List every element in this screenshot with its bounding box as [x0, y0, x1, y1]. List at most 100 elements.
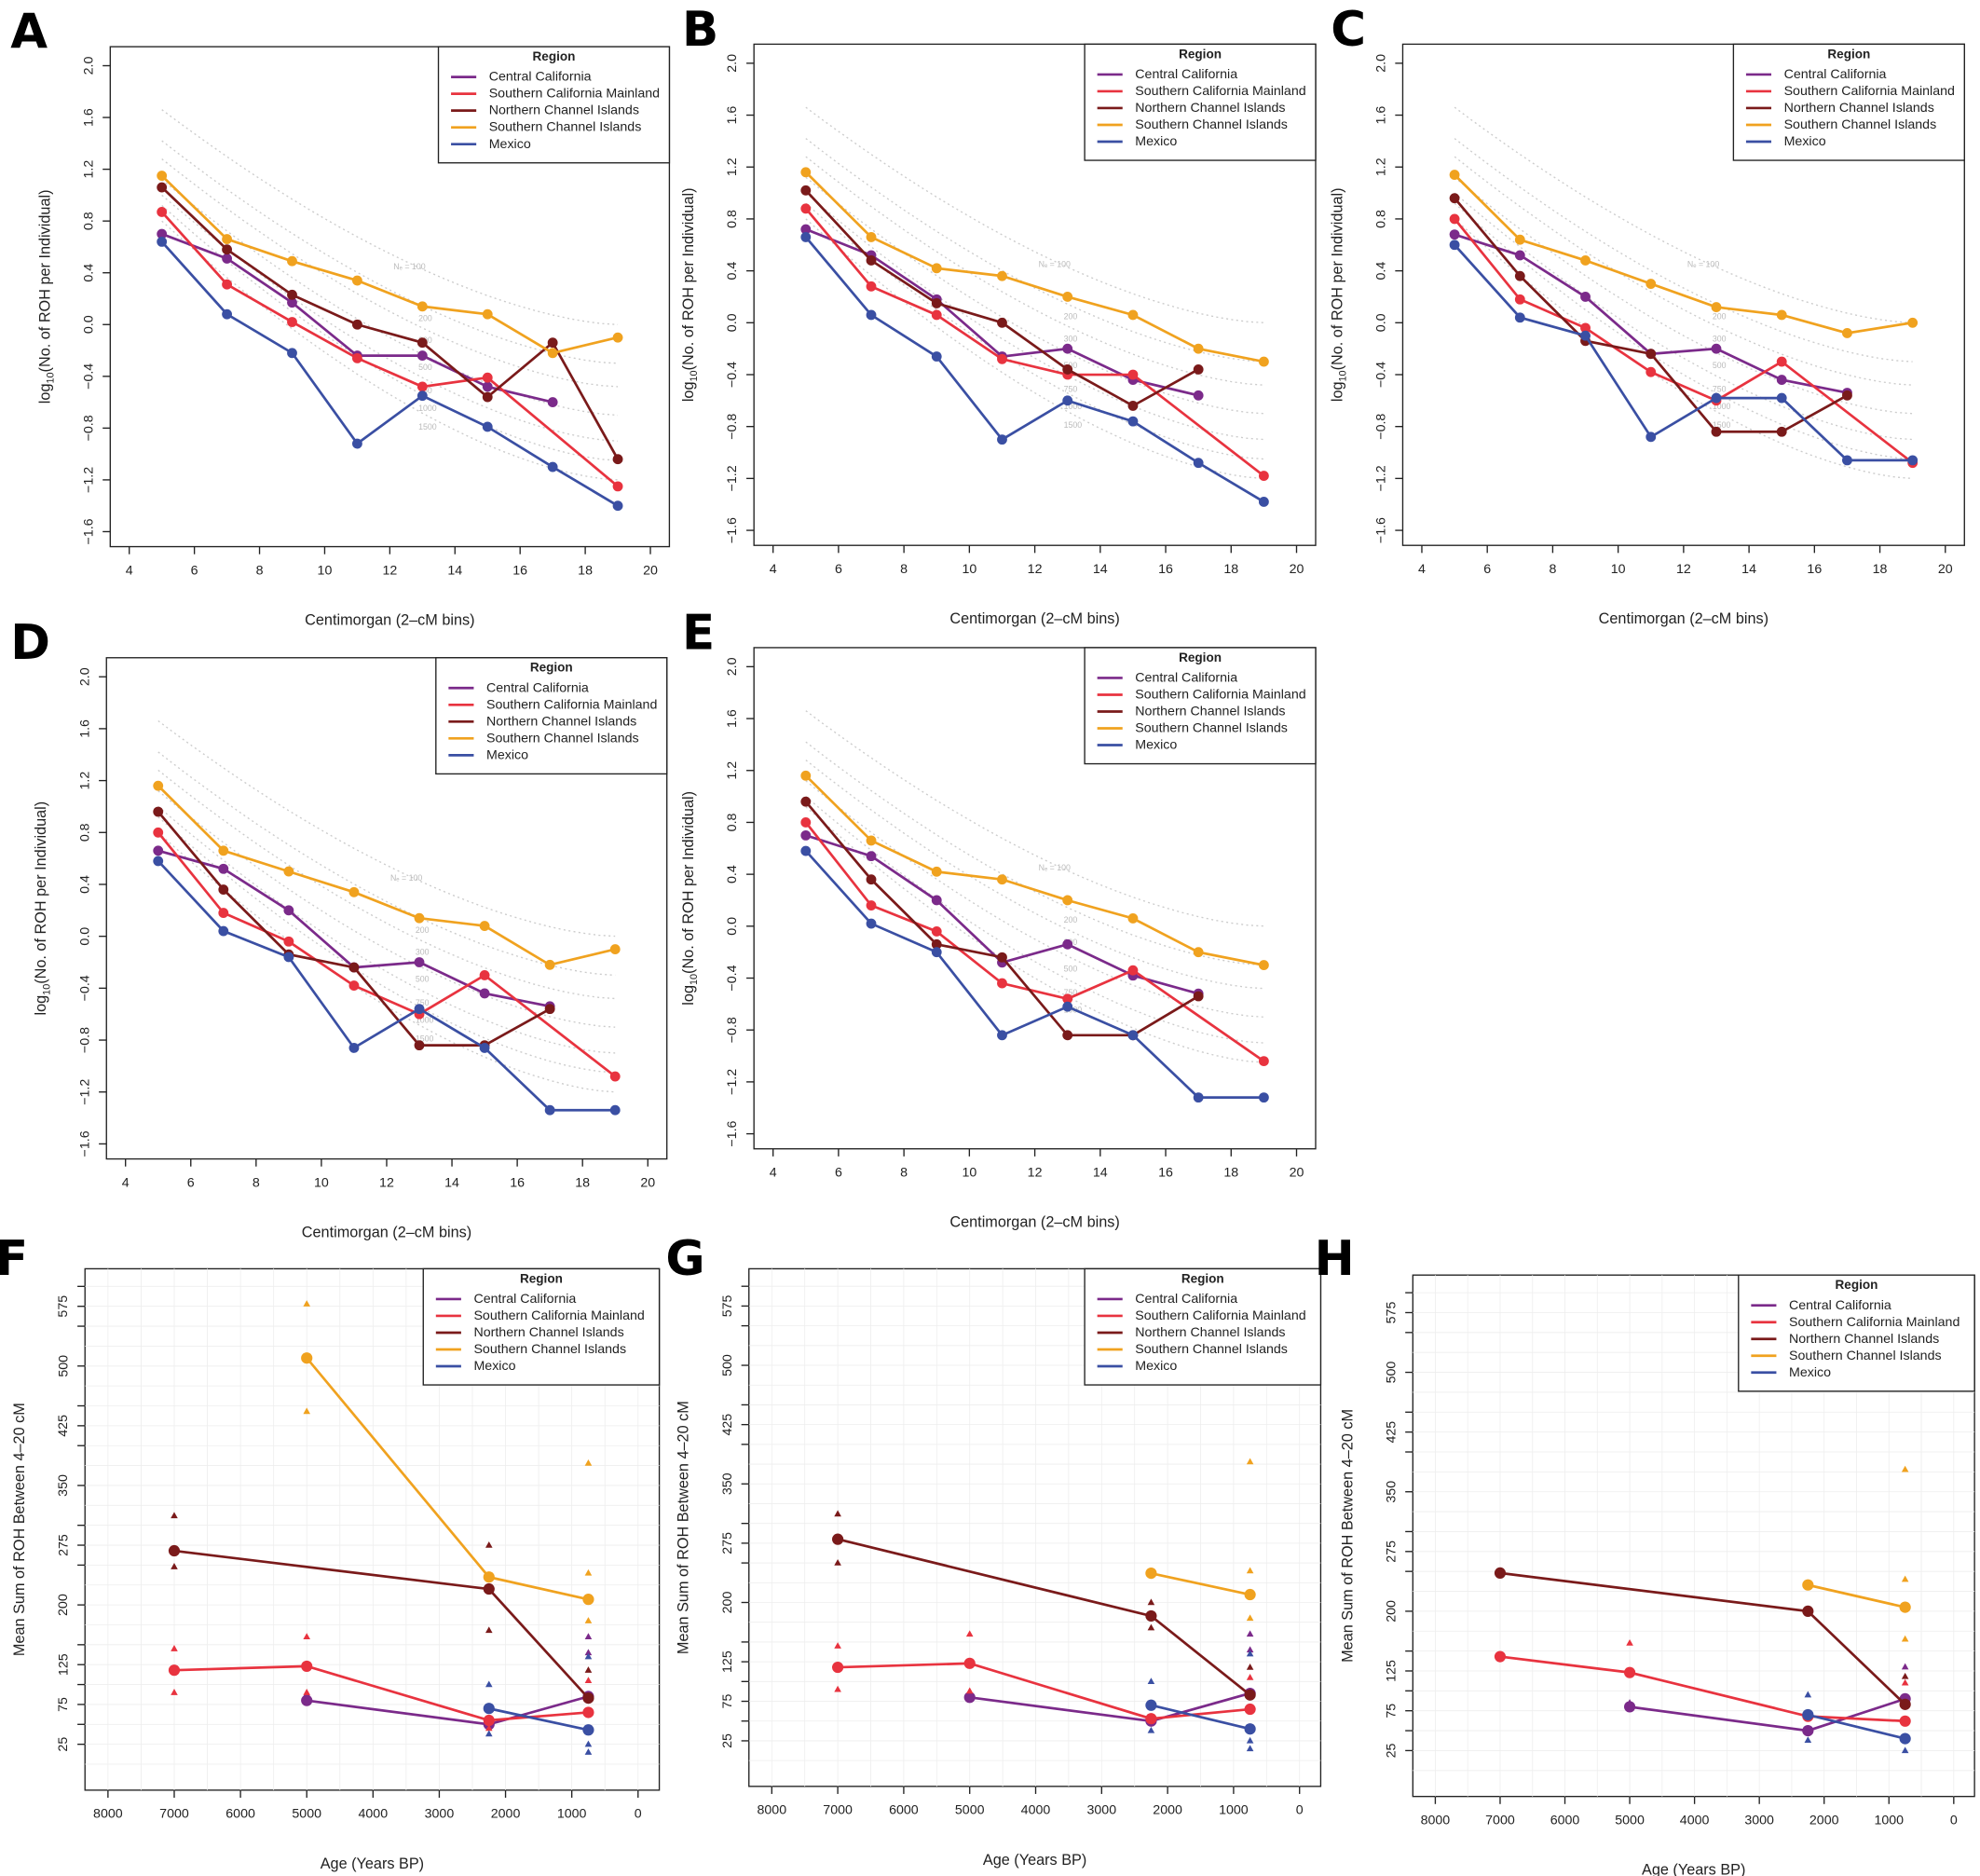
y-tick-label: 0.0	[725, 313, 740, 332]
data-point	[1514, 234, 1525, 245]
individual-marker	[1147, 1623, 1155, 1631]
x-tick-label: 10	[962, 1166, 976, 1181]
data-point	[963, 1691, 976, 1704]
data-point	[997, 353, 1007, 364]
data-point	[416, 390, 428, 402]
individual-marker	[1804, 1691, 1812, 1698]
legend-title: Region	[520, 1271, 563, 1285]
data-point	[1580, 292, 1591, 302]
ne-curve-label: 500	[1713, 361, 1727, 370]
ne-curve	[157, 719, 616, 938]
data-point	[1645, 349, 1657, 360]
series-line	[157, 859, 616, 1112]
x-tick-label: 4	[770, 1166, 777, 1181]
legend-title: Region	[1179, 47, 1222, 61]
y-tick-label: −0.4	[81, 363, 96, 390]
data-point	[1193, 343, 1204, 354]
individual-marker	[171, 1689, 178, 1695]
individual-marker	[1901, 1678, 1909, 1686]
data-point	[483, 1714, 495, 1727]
ne-curve	[805, 138, 1264, 363]
x-tick-label: 10	[314, 1175, 329, 1190]
x-tick-label: 7000	[159, 1807, 189, 1822]
individual-marker	[965, 1630, 974, 1637]
x-axis-label: Centimorgan (2–cM bins)	[949, 610, 1119, 627]
legend-item: Southern California Mainland	[473, 1308, 644, 1323]
y-tick-label: 200	[56, 1594, 71, 1616]
y-axis-label-part: log	[36, 384, 53, 404]
individual-marker	[834, 1510, 841, 1517]
y-tick-label: −0.8	[725, 1017, 740, 1043]
data-point	[1514, 250, 1525, 261]
y-tick-label: 0.8	[725, 813, 740, 831]
data-point	[1776, 356, 1787, 367]
legend-item: Southern California Mainland	[489, 87, 660, 102]
data-point	[348, 886, 360, 897]
individual-marker	[834, 1642, 841, 1649]
ne-curve-label: 1000	[418, 404, 437, 413]
data-point	[218, 925, 229, 937]
individual-marker	[1804, 1736, 1812, 1744]
series-northern-channel-islands	[1449, 193, 1852, 437]
x-tick-label: 1000	[1219, 1803, 1249, 1818]
ne-curve	[157, 769, 616, 1000]
series-southern-channel-islands	[1802, 1465, 1911, 1642]
series-northern-channel-islands	[1494, 1567, 1911, 1710]
data-point	[1580, 322, 1591, 334]
data-point	[544, 1004, 555, 1015]
data-point	[348, 980, 360, 991]
data-point	[414, 912, 425, 924]
individual-marker	[1246, 1650, 1254, 1657]
series-mexico	[483, 1652, 594, 1755]
x-tick-label: 6	[835, 562, 842, 577]
data-point	[1711, 426, 1722, 437]
y-tick-label: 0.4	[725, 262, 740, 281]
series-southern-california-mainland	[800, 203, 1269, 482]
data-point	[1193, 390, 1204, 401]
data-point	[1193, 1092, 1204, 1103]
ne-curve-label: Nₑ = 100	[1039, 260, 1071, 269]
individual-marker	[1901, 1672, 1909, 1679]
series-central-california	[157, 228, 558, 408]
ne-curve	[161, 140, 619, 364]
data-point	[1062, 938, 1073, 950]
x-tick-label: 12	[379, 1175, 394, 1190]
series-line	[160, 174, 619, 355]
data-point	[1580, 330, 1591, 341]
y-tick-label: 1.2	[725, 157, 740, 176]
data-point	[1711, 302, 1722, 313]
data-point	[866, 874, 877, 885]
y-tick-label: 0.0	[81, 315, 96, 334]
y-tick-label: −0.4	[77, 975, 92, 1001]
data-point	[1449, 170, 1460, 181]
ne-curve	[1454, 202, 1913, 460]
series-line	[804, 850, 1264, 1099]
ne-curve	[1454, 138, 1913, 363]
x-tick-label: 10	[318, 563, 333, 578]
data-point	[997, 434, 1007, 445]
individual-marker	[1901, 1465, 1909, 1472]
y-tick-label: 350	[56, 1474, 71, 1497]
y-tick-label: −1.2	[725, 1069, 740, 1095]
data-point	[153, 780, 164, 791]
individual-marker	[1147, 1598, 1155, 1606]
y-tick-label: 125	[56, 1653, 71, 1676]
individual-marker	[1901, 1575, 1909, 1582]
individual-marker	[485, 1730, 493, 1737]
y-tick-label: 25	[720, 1733, 735, 1748]
legend-item: Southern Channel Islands	[1135, 721, 1288, 736]
x-tick-label: 12	[382, 563, 397, 578]
data-point	[222, 244, 233, 255]
individual-marker	[584, 1748, 593, 1755]
legend-item: Northern Channel Islands	[489, 103, 639, 118]
y-tick-label: 1.2	[77, 772, 92, 790]
x-tick-label: 4000	[1680, 1813, 1710, 1828]
individual-marker	[303, 1300, 311, 1307]
panel-label: F	[0, 1231, 28, 1287]
ne-curve	[1454, 106, 1913, 323]
data-point	[1514, 270, 1525, 281]
individual-marker	[584, 1617, 593, 1623]
individual-marker	[834, 1559, 841, 1566]
data-point	[547, 337, 558, 349]
